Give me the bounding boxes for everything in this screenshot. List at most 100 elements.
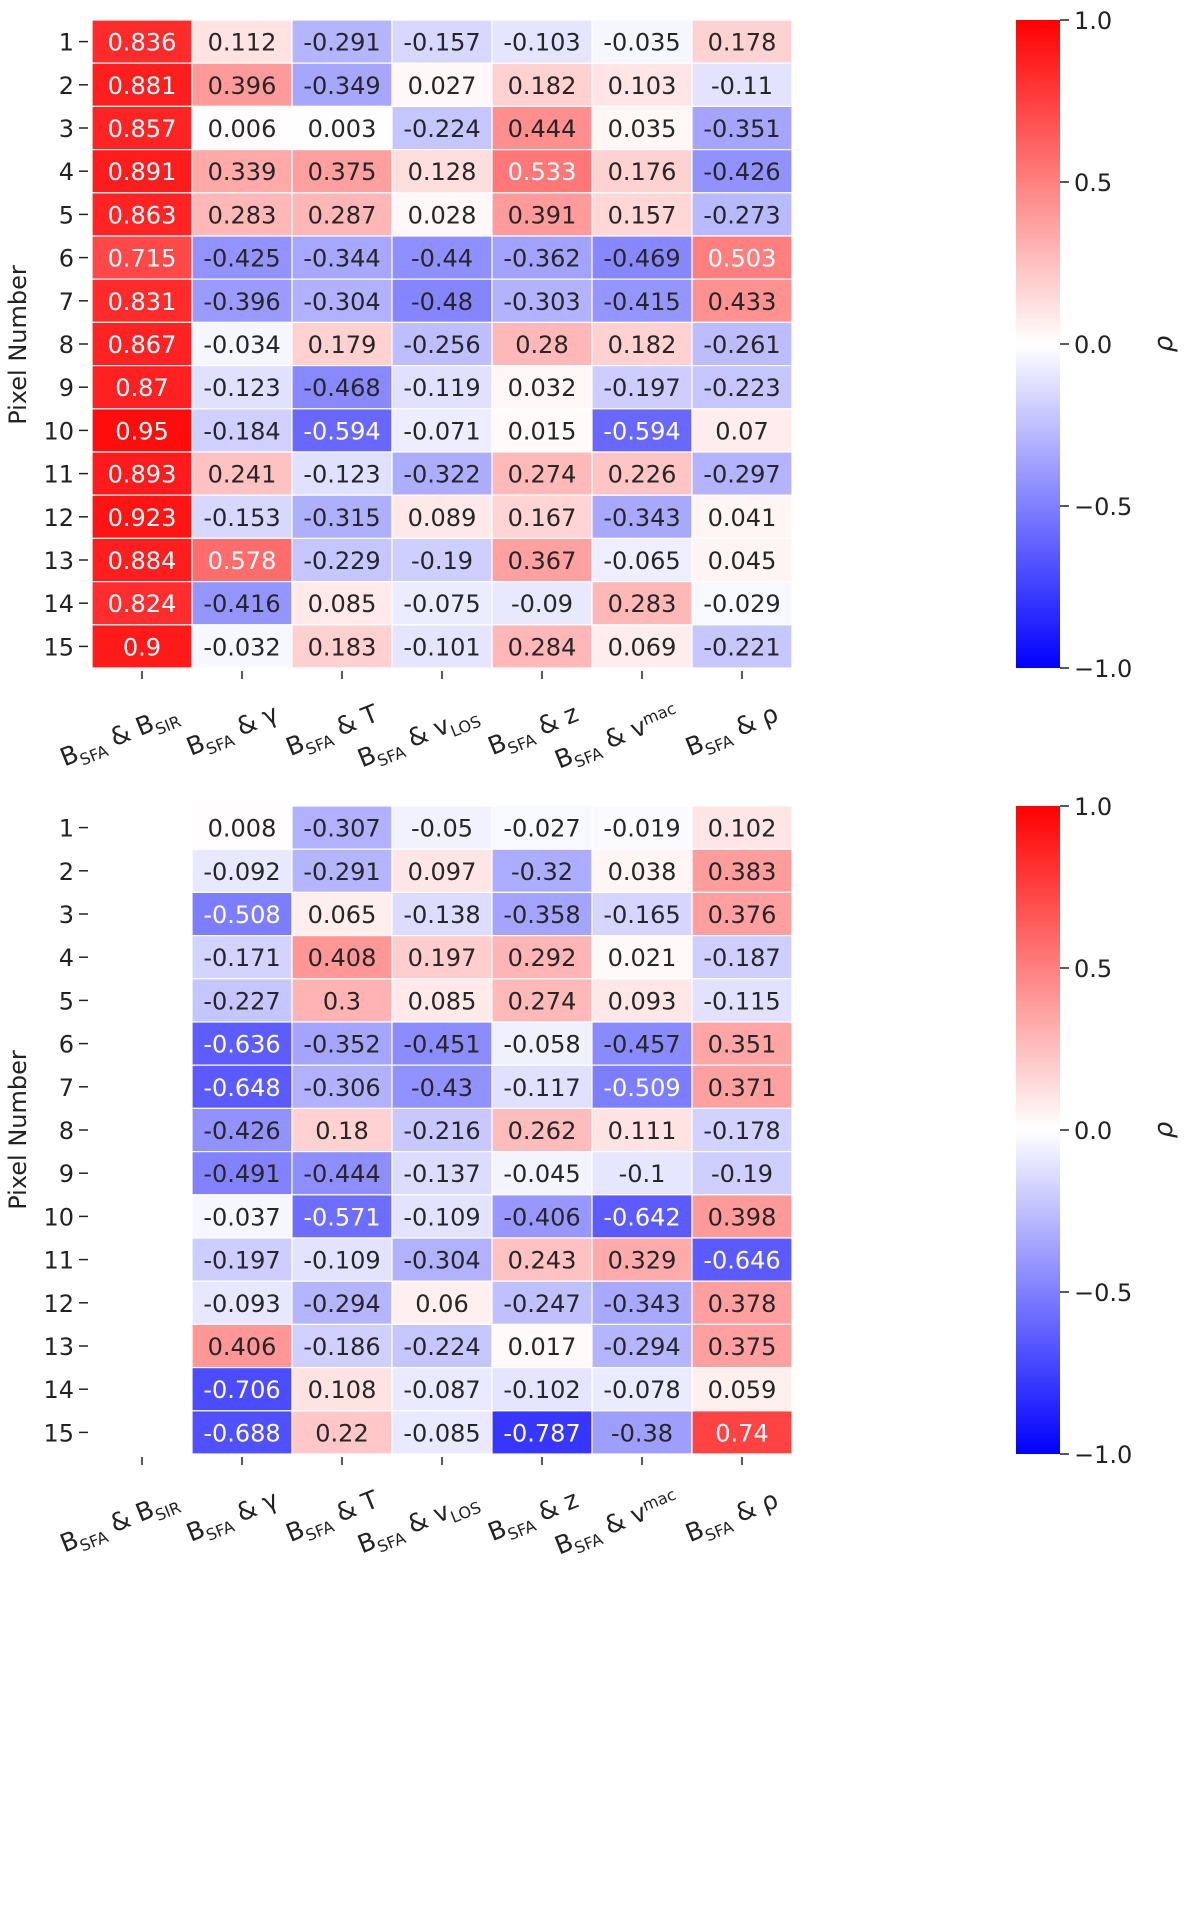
cell-value-label: -0.085	[403, 1419, 480, 1447]
heatmap-cell	[191, 451, 293, 496]
cell-value-label: -0.178	[703, 1117, 780, 1145]
heatmap-cells: 0.008 -0.307 -0.05 -0.027 -0.019 0.102-0.092-…	[191, 805, 793, 1455]
cell-value-label: -0.027	[503, 815, 580, 843]
cell-value-label: -0.343	[603, 1290, 680, 1318]
cell-value-label: 0.715	[108, 245, 177, 273]
heatmap-cell	[691, 451, 793, 496]
heatmap-cell	[391, 1107, 493, 1153]
heatmap-cell	[691, 805, 793, 850]
heatmap-cell	[691, 1194, 793, 1239]
cell-value-label: -0.43	[411, 1074, 473, 1102]
heatmap-cell	[391, 934, 493, 980]
cell-value-label: 0.396	[208, 72, 277, 100]
column-tick-label: BSFA & γ	[182, 699, 284, 766]
heatmap-cell	[291, 192, 393, 237]
heatmap-cell	[591, 891, 693, 937]
heatmap-cell	[591, 1150, 693, 1196]
heatmap-cell	[291, 451, 393, 496]
heatmap-cell	[491, 451, 593, 496]
heatmap-cell	[391, 408, 493, 453]
cell-value-label: 0.017	[508, 1333, 577, 1361]
cell-value-label: -0.322	[403, 461, 480, 489]
cell-value-label: -0.256	[403, 331, 480, 359]
cell-value-label: -0.646	[703, 1247, 780, 1275]
cell-value-label: -0.468	[303, 374, 380, 402]
cell-value-label: -0.037	[203, 1203, 280, 1231]
cell-value-label: 0.893	[108, 461, 177, 489]
row-tick-label: 12	[43, 1290, 74, 1318]
cell-value-label: 0.128	[408, 158, 477, 186]
cell-value-label: 0.831	[108, 288, 177, 316]
cell-value-label: 0.093	[608, 987, 677, 1015]
cell-value-label: -0.093	[203, 1290, 280, 1318]
cell-value-label: 0.533	[508, 158, 577, 186]
cell-value-label: -0.227	[203, 987, 280, 1015]
cell-value-label: -0.406	[503, 1203, 580, 1231]
heatmap-cell	[291, 1410, 393, 1455]
row-tick-label: 9	[59, 374, 74, 402]
cell-value-label: 0.179	[308, 331, 377, 359]
cell-value-label: 0.108	[308, 1376, 377, 1404]
cell-value-label: -0.1	[619, 1160, 666, 1188]
column-tick-label: BSFA & BSIR	[56, 1485, 184, 1562]
cell-value-label: -0.358	[503, 901, 580, 929]
heatmap-cell	[391, 978, 493, 1023]
cell-value-label: 0.287	[308, 201, 377, 229]
colorbar: 1.0 0.5 0.0 −0.5 −1.0 ρ	[1016, 7, 1179, 683]
cell-value-label: 0.18	[315, 1117, 368, 1145]
cell-value-label: -0.019	[603, 815, 680, 843]
row-tick-label: 11	[43, 461, 74, 489]
heatmap-cell	[191, 1107, 293, 1153]
cell-value-label: 0.578	[208, 547, 277, 575]
cell-value-label: 0.182	[608, 331, 677, 359]
heatmap-cell	[591, 934, 693, 980]
cell-value-label: -0.171	[203, 944, 280, 972]
cell-value-label: 0.375	[308, 158, 377, 186]
row-tick-label: 4	[59, 944, 74, 972]
cell-value-label: -0.297	[703, 461, 780, 489]
cell-value-label: -0.103	[503, 29, 580, 57]
heatmap-cell	[291, 62, 393, 108]
row-tick-label: 10	[43, 417, 74, 445]
row-tick-label: 2	[59, 72, 74, 100]
heatmap-cell	[491, 278, 593, 324]
cell-value-label: 0.391	[508, 201, 577, 229]
cell-value-label: -0.594	[603, 417, 680, 445]
colorbar-ticks: 1.0 0.5 0.0 −0.5 −1.0	[1060, 793, 1132, 1469]
heatmap-cell	[191, 1410, 293, 1455]
heatmap-cell	[591, 1237, 693, 1282]
cell-value-label: -0.344	[303, 245, 380, 273]
cell-value-label: -0.304	[403, 1247, 480, 1275]
heatmap-cell	[191, 1237, 293, 1282]
heatmap-cell	[491, 105, 593, 151]
cell-value-label: -0.425	[203, 245, 280, 273]
cell-value-label: -0.115	[703, 987, 780, 1015]
heatmap-cell	[191, 978, 293, 1023]
heatmap-cell	[691, 934, 793, 980]
cell-value-label: -0.157	[403, 29, 480, 57]
cell-value-label: -0.19	[411, 547, 473, 575]
heatmap-cell	[691, 1280, 793, 1325]
heatmap-cell	[191, 105, 293, 151]
heatmap-cell	[491, 494, 593, 540]
heatmap-cell	[191, 624, 293, 669]
heatmap-cell	[491, 1410, 593, 1455]
cell-value-label: -0.117	[503, 1074, 580, 1102]
row-tick-label: 13	[43, 1333, 74, 1361]
cell-value-label: 0.111	[608, 1117, 677, 1145]
heatmap-cell	[291, 365, 393, 410]
row-tick-label: 15	[43, 633, 74, 661]
heatmap-cell	[491, 408, 593, 453]
cell-value-label: -0.396	[203, 288, 280, 316]
heatmap-cell	[91, 494, 193, 540]
row-tick-label: 5	[59, 201, 74, 229]
heatmap-cell	[191, 1064, 293, 1109]
heatmap-cell	[391, 624, 493, 669]
cell-value-label: 0.836	[108, 29, 177, 57]
colorbar-label: ρ	[1149, 335, 1179, 352]
cell-value-label: -0.38	[611, 1419, 673, 1447]
heatmap-cell	[591, 805, 693, 850]
cell-value-label: -0.197	[603, 374, 680, 402]
